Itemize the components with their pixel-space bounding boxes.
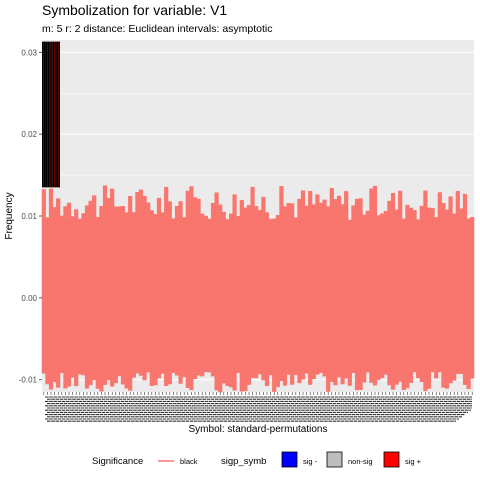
y-tick-label: 0.02 [21, 130, 37, 139]
x-axis-ticks [43, 392, 473, 422]
highlighted-symbols [42, 41, 60, 188]
legend-label-sig-plus: sig + [405, 457, 422, 466]
legend-label-non-sig: non-sig [348, 457, 373, 466]
legend: Significance black sigp_symb sig - non-s… [92, 451, 422, 468]
legend-significance-title: Significance [92, 456, 143, 467]
legend-key-sig-minus [281, 451, 298, 468]
legend-sigp-title: sigp_symb [221, 456, 266, 467]
interval-area [41, 185, 475, 393]
y-tick-label: 0.01 [21, 212, 37, 221]
y-axis-ticks: -0.01 0.00 0.01 0.02 0.03 [19, 48, 42, 385]
chart-title: Symbolization for variable: V1 [42, 2, 227, 18]
legend-significance-item: black [180, 457, 198, 466]
legend-key-non-sig [326, 451, 343, 468]
x-axis-title: Symbol: standard-permutations [189, 424, 328, 435]
legend-label-sig-minus: sig - [303, 457, 318, 466]
interval-bands [41, 185, 475, 393]
y-tick-label: 0.00 [21, 294, 37, 303]
y-tick-label: 0.03 [21, 48, 37, 57]
legend-key-sig-plus [383, 451, 400, 468]
y-axis-title: Frequency [4, 192, 15, 239]
y-tick-label: -0.01 [19, 376, 38, 385]
chart-subtitle: m: 5 r: 2 distance: Euclidean intervals:… [42, 23, 273, 35]
